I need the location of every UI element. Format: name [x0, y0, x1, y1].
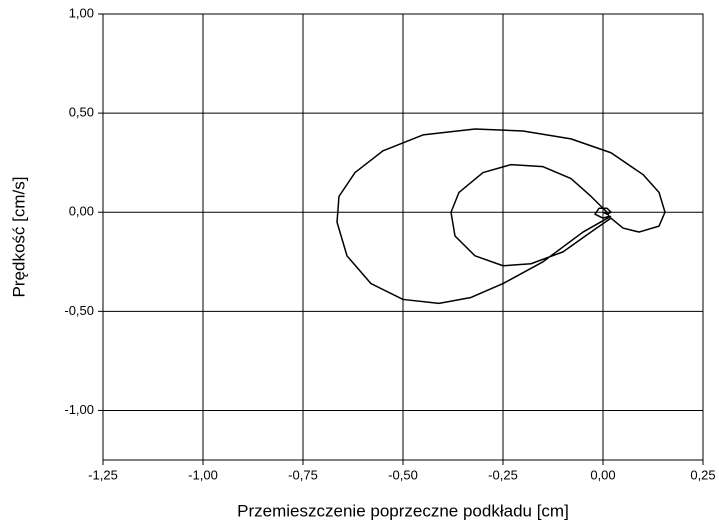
x-tick-label: 0,25	[690, 467, 715, 482]
phase-curve	[336, 128, 666, 305]
y-tick-label: 0,50	[69, 105, 94, 120]
x-tick-label: -1,00	[188, 467, 218, 482]
y-tick-label: 0,00	[69, 204, 94, 219]
x-axis-label: Przemieszczenie poprzeczne podkładu [cm]	[237, 501, 569, 520]
x-tick-label: -0,25	[488, 467, 518, 482]
y-tick-label: 1,00	[69, 5, 94, 20]
x-tick-label: 0,00	[590, 467, 615, 482]
x-tick-label: -0,75	[288, 467, 318, 482]
x-tick-label: -1,25	[88, 467, 118, 482]
y-axis-label: Prędkość [cm/s]	[9, 177, 28, 298]
y-tick-label: -1,00	[64, 402, 94, 417]
plot-frame	[102, 13, 704, 461]
y-tick-label: -0,50	[64, 303, 94, 318]
x-tick-label: -0,50	[388, 467, 418, 482]
